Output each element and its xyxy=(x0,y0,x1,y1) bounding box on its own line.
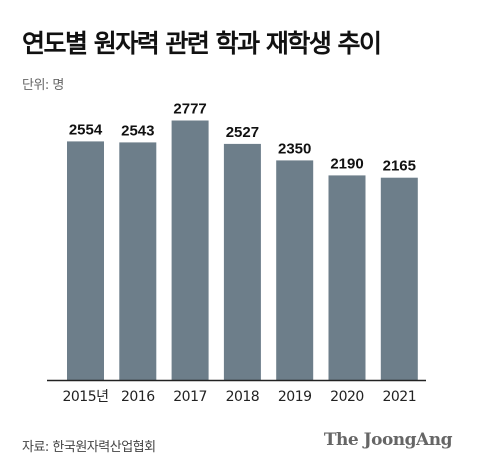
bar xyxy=(171,120,209,380)
data-label: 2350 xyxy=(278,140,311,157)
bar xyxy=(276,160,314,380)
x-tick-label: 2020 xyxy=(330,389,364,405)
data-label: 2777 xyxy=(173,101,206,118)
x-tick-label: 2021 xyxy=(382,389,416,405)
data-label: 2165 xyxy=(383,158,416,175)
x-tick-label: 2016 xyxy=(121,389,155,405)
brand-logo: The JoongAng xyxy=(323,430,453,450)
x-tick-label: 2015년 xyxy=(62,389,108,405)
data-label: 2554 xyxy=(69,121,103,138)
chart-title: 연도별 원자력 관련 학과 재학생 추이 xyxy=(22,29,382,58)
bar xyxy=(223,143,261,380)
x-tick-label: 2017 xyxy=(173,389,207,405)
data-label: 2527 xyxy=(226,124,259,141)
x-tick-label: 2018 xyxy=(226,389,260,405)
bar xyxy=(119,142,157,380)
unit-label: 단위: 명 xyxy=(22,78,64,93)
bar xyxy=(380,177,418,380)
bar xyxy=(328,175,366,380)
x-tick-label: 2019 xyxy=(278,389,312,405)
source-note: 자료: 한국원자력산업협회 xyxy=(22,440,156,455)
bar xyxy=(67,141,104,380)
data-label: 2190 xyxy=(330,155,363,172)
data-label: 2543 xyxy=(121,122,154,139)
